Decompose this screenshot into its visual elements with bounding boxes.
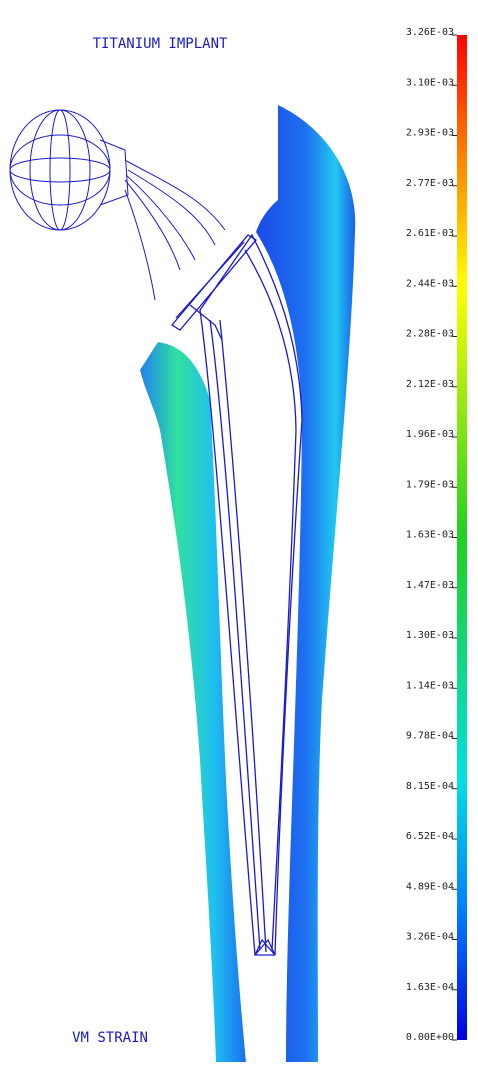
colorbar-label: 0.00E+00 [406,1032,454,1043]
colorbar-label: 1.30E-03 [406,630,454,641]
figure: TITANIUM IMPLANT VM STRAIN 3.26E-03 3.10E… [0,0,478,1067]
colorbar-label: 3.26E-04 [406,932,454,943]
colorbar-label: 8.15E-04 [406,781,454,792]
colorbar-label: 3.26E-03 [406,27,454,38]
footer-label: VM STRAIN [72,1030,148,1046]
colorbar-label: 1.47E-03 [406,580,454,591]
colorbar-label: 2.28E-03 [406,329,454,340]
bone-right [256,105,355,1062]
colorbar-label: 2.44E-03 [406,278,454,289]
colorbar-label: 1.63E-04 [406,982,454,993]
colorbar-label: 1.14E-03 [406,680,454,691]
colorbar-label: 1.63E-03 [406,530,454,541]
implant-head [10,110,225,300]
colorbar-label: 2.77E-03 [406,178,454,189]
bone-left [140,342,246,1062]
colorbar-label: 4.89E-04 [406,881,454,892]
colorbar-label: 3.10E-03 [406,77,454,88]
colorbar [457,35,467,1040]
colorbar-label: 1.79E-03 [406,479,454,490]
title: TITANIUM IMPLANT [93,36,228,52]
colorbar-label: 1.96E-03 [406,429,454,440]
colorbar-label: 9.78E-04 [406,731,454,742]
colorbar-label: 6.52E-04 [406,831,454,842]
colorbar-label: 2.93E-03 [406,128,454,139]
colorbar-label: 2.12E-03 [406,379,454,390]
colorbar-label: 2.61E-03 [406,228,454,239]
